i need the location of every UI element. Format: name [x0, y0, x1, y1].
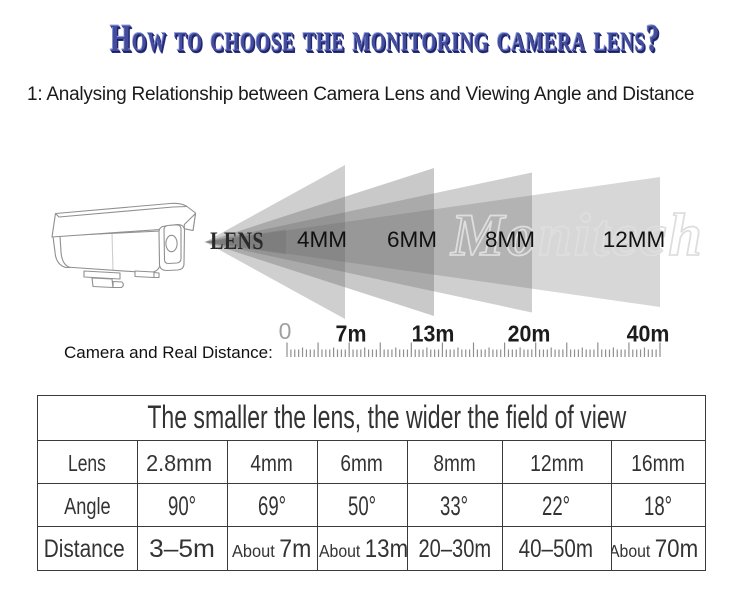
- svg-text:6MM: 6MM: [387, 227, 437, 252]
- svg-text:4MM: 4MM: [297, 227, 347, 252]
- svg-text:12MM: 12MM: [603, 227, 666, 252]
- svg-text:20m: 20m: [508, 321, 551, 347]
- svg-text:Camera and Real Distance:: Camera and Real Distance:: [64, 343, 273, 362]
- svg-text:40m: 40m: [627, 321, 670, 347]
- svg-text:7m: 7m: [336, 321, 367, 347]
- svg-text:13m: 13m: [412, 321, 455, 347]
- svg-text:LENS: LENS: [210, 227, 264, 255]
- svg-text:Monitech: Monitech: [450, 202, 704, 268]
- svg-text:8MM: 8MM: [485, 227, 535, 252]
- svg-text:0: 0: [279, 318, 292, 344]
